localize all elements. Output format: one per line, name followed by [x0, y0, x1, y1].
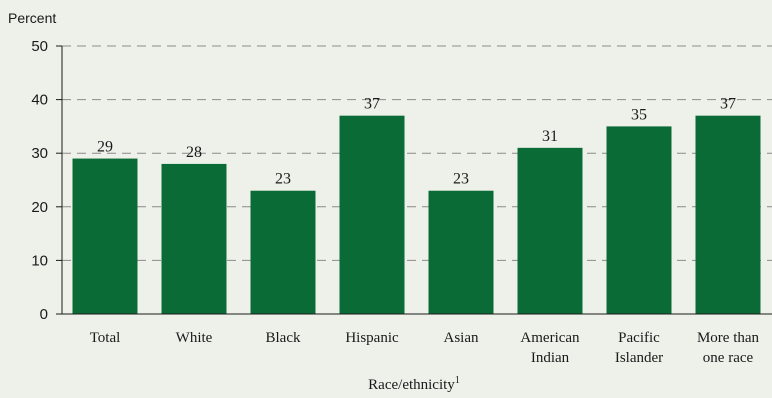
value-labels: 29 28 23 37 23 31 35 37: [97, 96, 736, 188]
bar-1: [161, 163, 227, 314]
category-label-0-line-0: Total: [90, 330, 121, 346]
bar-7: [695, 115, 761, 315]
bars: [72, 115, 761, 315]
value-label-7: 37: [720, 96, 736, 113]
x-axis-title-text: Race/ethnicity: [368, 377, 455, 393]
bar-5: [517, 147, 583, 314]
value-label-1: 28: [186, 144, 202, 161]
y-tick-label-50: 50: [31, 38, 48, 55]
category-label-6-line-0: Pacific: [618, 330, 660, 346]
category-label-6-line-1: Islander: [615, 350, 663, 366]
value-label-3: 37: [364, 96, 380, 113]
value-label-2: 23: [275, 171, 291, 188]
y-tick-label-0: 0: [40, 306, 48, 323]
bar-2: [250, 190, 316, 314]
y-tick-label-20: 20: [31, 199, 48, 216]
y-axis-title: Percent: [8, 10, 56, 26]
x-axis-title-superscript: 1: [455, 375, 460, 386]
value-label-0: 29: [97, 139, 113, 156]
y-tick-label-40: 40: [31, 92, 48, 109]
y-tick-label-30: 30: [31, 145, 48, 162]
bar-4: [428, 190, 494, 314]
value-label-6: 35: [631, 106, 647, 123]
category-label-2-line-0: Black: [266, 330, 301, 346]
category-label-5-line-1: Indian: [531, 350, 570, 366]
bar-3: [339, 115, 405, 315]
category-label-5-line-0: American: [520, 330, 580, 346]
category-label-7-line-0: More than: [697, 330, 760, 346]
bar-0: [72, 158, 138, 314]
bar-6: [606, 126, 672, 315]
value-label-5: 31: [542, 128, 558, 145]
y-axis-ticks: 0 10 20 30 40 50: [31, 38, 62, 323]
x-axis-title: Race/ethnicity1: [368, 375, 460, 393]
category-label-7-line-1: one race: [703, 350, 754, 366]
y-tick-label-10: 10: [31, 252, 48, 269]
category-label-3-line-0: Hispanic: [345, 330, 399, 346]
x-axis-tick-labels: Total White Black Hispanic Asian American Indi…: [90, 330, 760, 366]
category-label-1-line-0: White: [176, 330, 213, 346]
value-label-4: 23: [453, 171, 469, 188]
category-label-4-line-0: Asian: [444, 330, 479, 346]
